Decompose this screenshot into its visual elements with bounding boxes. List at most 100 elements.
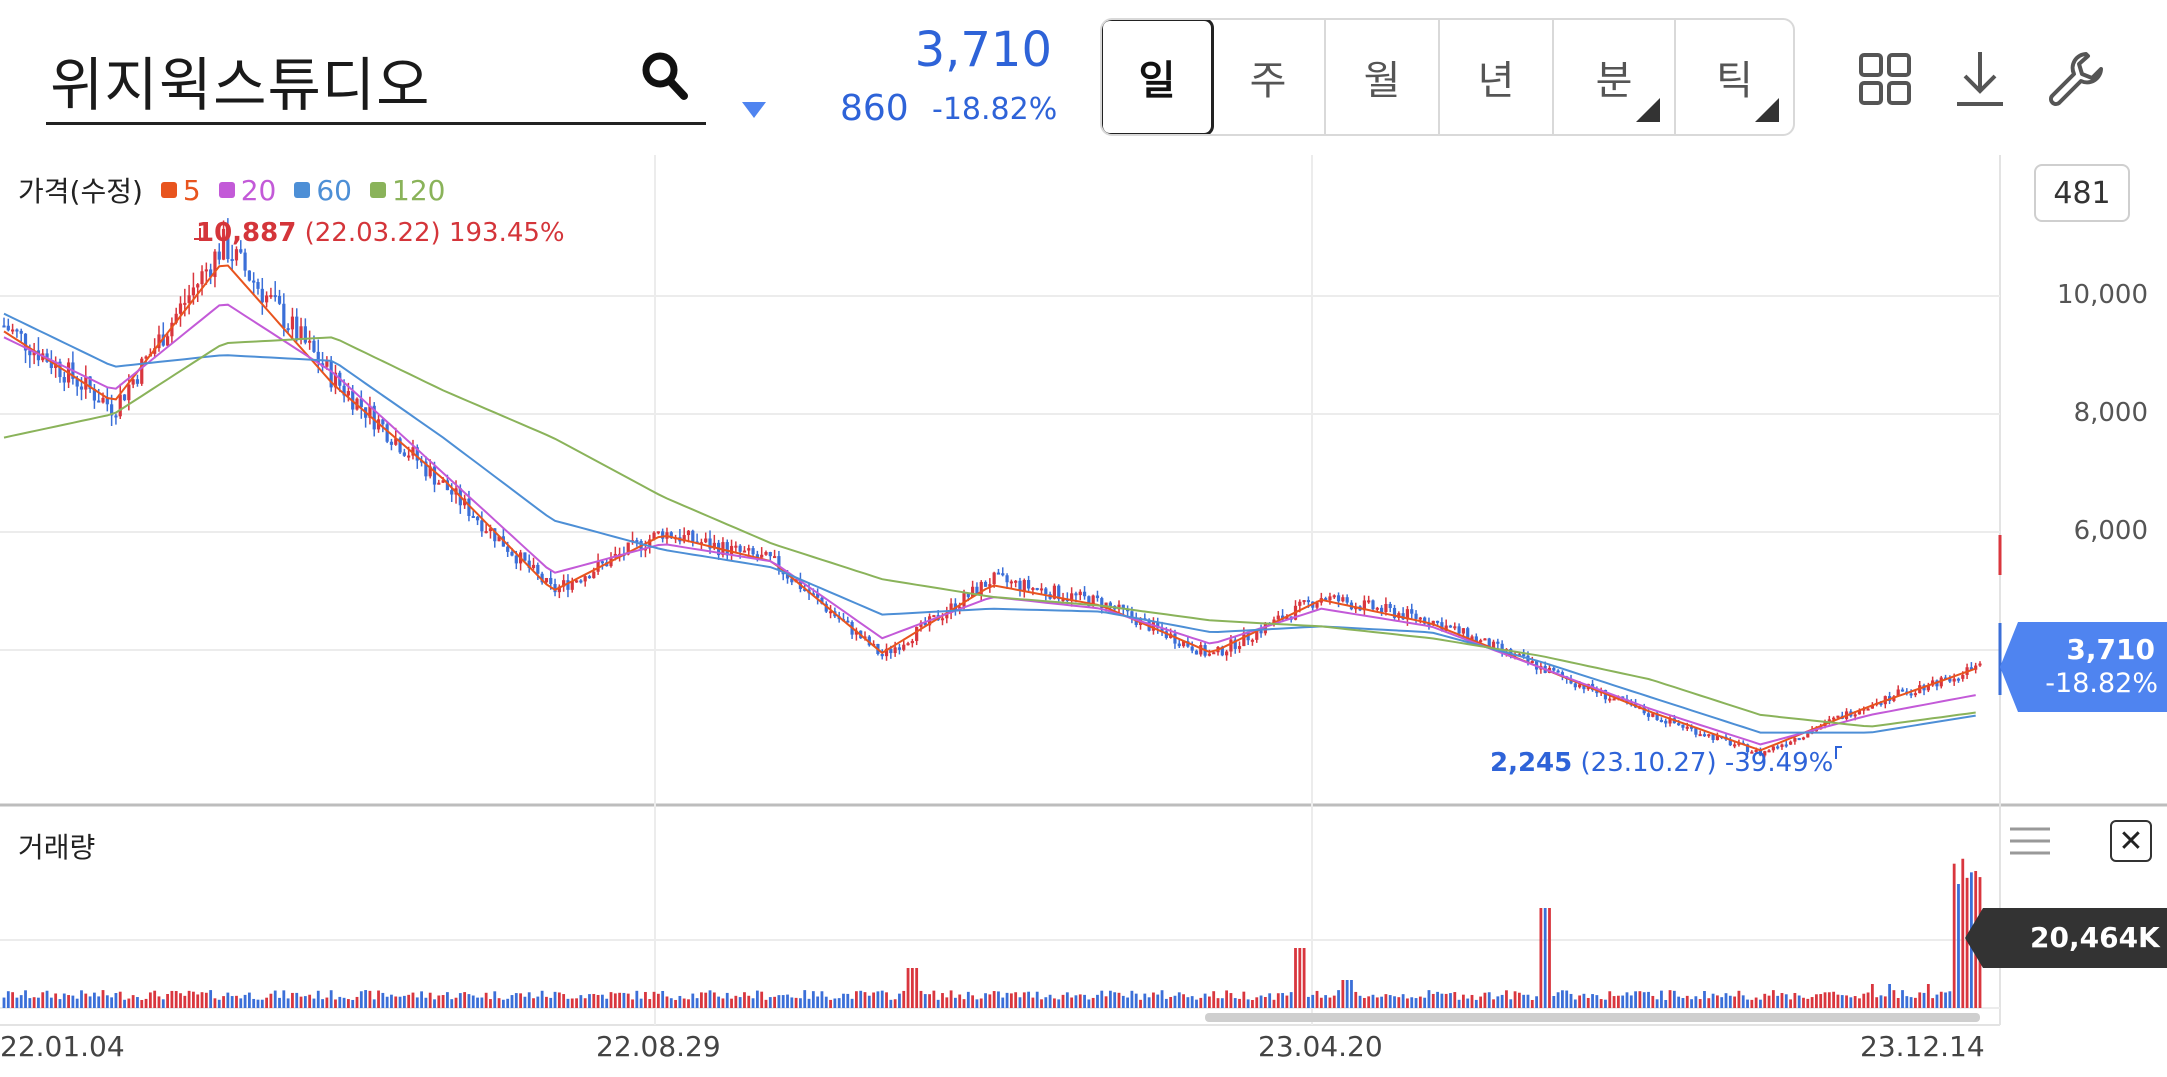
volume-bar bbox=[1703, 991, 1706, 1008]
volume-bar bbox=[760, 991, 764, 1008]
volume-bar bbox=[1741, 995, 1745, 1008]
candle-body bbox=[1225, 651, 1229, 656]
candle-body bbox=[1380, 607, 1384, 613]
period-minute-button[interactable]: 분 bbox=[1554, 20, 1676, 134]
volume-bar bbox=[428, 992, 432, 1008]
volume-bar bbox=[342, 997, 346, 1008]
volume-bar bbox=[1685, 995, 1689, 1008]
volume-bar bbox=[286, 998, 290, 1008]
candle-body bbox=[368, 405, 372, 418]
volume-bar bbox=[605, 998, 609, 1008]
candle-body bbox=[290, 316, 295, 330]
volume-bar bbox=[1931, 998, 1935, 1008]
volume-bar bbox=[747, 995, 751, 1008]
volume-bar bbox=[1707, 998, 1711, 1008]
visible-count-box[interactable]: 481 bbox=[2034, 164, 2130, 222]
period-day-button[interactable]: 일 bbox=[1102, 20, 1214, 134]
volume-bar bbox=[704, 992, 708, 1008]
candle-body bbox=[1857, 710, 1862, 715]
chevron-down-icon[interactable] bbox=[740, 100, 768, 120]
price-tag bbox=[2000, 622, 2167, 712]
candle-body bbox=[747, 548, 751, 551]
volume-bar bbox=[1530, 999, 1534, 1008]
candle-body bbox=[191, 287, 196, 296]
candle-body bbox=[712, 542, 716, 549]
volume-bar bbox=[863, 992, 867, 1008]
candle-body bbox=[407, 455, 411, 458]
close-icon[interactable]: ✕ bbox=[2110, 820, 2152, 862]
volume-bar bbox=[566, 998, 570, 1008]
candle-body bbox=[1039, 588, 1044, 591]
volume-bar bbox=[1160, 990, 1164, 1008]
volume-bar bbox=[1121, 995, 1125, 1008]
volume-bar bbox=[1453, 992, 1457, 1008]
volume-bar bbox=[833, 998, 837, 1008]
period-tick-button[interactable]: 틱 bbox=[1676, 20, 1793, 134]
candle-body bbox=[1401, 613, 1405, 620]
volume-bar bbox=[626, 993, 630, 1008]
candle-body bbox=[213, 251, 217, 277]
candle-body bbox=[1909, 693, 1913, 696]
current-price: 3,710 bbox=[914, 22, 1052, 78]
volume-bar bbox=[192, 991, 195, 1008]
volume-bar bbox=[691, 993, 695, 1008]
volume-bar bbox=[1672, 990, 1676, 1008]
volume-bar bbox=[971, 995, 975, 1008]
candle-body bbox=[1001, 573, 1005, 576]
volume-bar bbox=[441, 995, 445, 1008]
volume-bar bbox=[1414, 998, 1418, 1008]
low-marker-arrow bbox=[1835, 746, 1842, 759]
candle-body bbox=[1345, 597, 1349, 603]
price-chart[interactable] bbox=[0, 155, 2167, 1077]
volume-bar bbox=[1621, 995, 1625, 1008]
search-field[interactable] bbox=[46, 30, 706, 125]
candle-body bbox=[1044, 588, 1048, 595]
candle-body bbox=[1952, 678, 1956, 682]
volume-bar bbox=[454, 997, 458, 1008]
candle-body bbox=[755, 554, 759, 558]
volume-bar bbox=[1040, 999, 1043, 1008]
candle-body bbox=[15, 329, 19, 332]
period-year-button[interactable]: 년 bbox=[1440, 20, 1554, 134]
wrench-icon[interactable] bbox=[2046, 50, 2104, 108]
volume-bar bbox=[1556, 992, 1560, 1008]
volume-bar bbox=[230, 996, 234, 1008]
download-icon[interactable] bbox=[1955, 50, 2005, 108]
candle-body bbox=[1685, 726, 1689, 729]
volume-bar bbox=[217, 999, 221, 1008]
candle-body bbox=[1612, 698, 1616, 701]
candle-body bbox=[1969, 667, 1973, 670]
candle-body bbox=[187, 295, 191, 303]
candle-body bbox=[170, 322, 174, 337]
volume-bar bbox=[1513, 991, 1517, 1008]
search-icon[interactable] bbox=[640, 50, 688, 102]
candle-body bbox=[1181, 641, 1186, 647]
candle-body bbox=[471, 515, 475, 518]
legend-swatch bbox=[218, 182, 235, 198]
period-month-button[interactable]: 월 bbox=[1326, 20, 1440, 134]
volume-bar bbox=[1362, 997, 1366, 1008]
period-week-button[interactable]: 주 bbox=[1212, 20, 1326, 134]
menu-icon[interactable] bbox=[2010, 826, 2050, 856]
volume-bar bbox=[803, 990, 807, 1008]
volume-bar bbox=[1797, 995, 1801, 1008]
volume-bar bbox=[1668, 990, 1672, 1008]
volume-bar bbox=[1449, 993, 1452, 1008]
volume-bar bbox=[1001, 997, 1005, 1008]
volume-bar bbox=[549, 997, 553, 1008]
candle-body bbox=[1336, 595, 1341, 602]
volume-bar bbox=[308, 994, 312, 1008]
volume-bar bbox=[570, 998, 574, 1008]
volume-bar bbox=[1027, 991, 1030, 1008]
volume-bar bbox=[385, 996, 389, 1008]
price-change-pct: -18.82% bbox=[932, 92, 1058, 127]
candle-body bbox=[131, 379, 135, 385]
volume-bar bbox=[1315, 990, 1319, 1008]
stock-name-input[interactable]: 위지윅스튜디오 bbox=[50, 51, 431, 119]
volume-bar bbox=[562, 994, 566, 1008]
candle-body bbox=[1057, 585, 1061, 600]
candle-body bbox=[811, 593, 815, 596]
grid-icon[interactable] bbox=[1858, 52, 1912, 106]
candle-body bbox=[1522, 654, 1526, 657]
volume-bar bbox=[674, 999, 677, 1008]
